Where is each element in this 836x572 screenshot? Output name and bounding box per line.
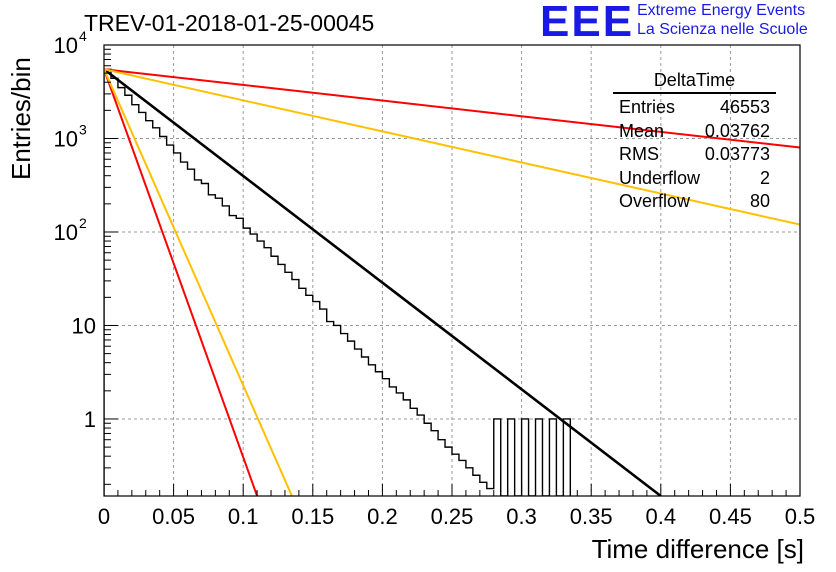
x-tick-label: 0.4 [646, 504, 677, 529]
stats-label: Entries [619, 97, 676, 117]
histogram-outline [104, 68, 572, 496]
x-axis-label: Time difference [s] [591, 534, 804, 564]
logo-line-1: Extreme Energy Events [637, 2, 806, 19]
y-tick-exponent: 3 [79, 121, 87, 137]
series-line [104, 68, 259, 496]
stats-row-mean: Mean 0.03762 [613, 120, 776, 144]
stats-title: DeltaTime [613, 70, 776, 94]
x-tick-label: 0.35 [570, 504, 613, 529]
x-tick-label: 0.5 [785, 504, 816, 529]
stats-value: 46553 [719, 97, 770, 117]
eee-logo: EEE [540, 0, 635, 46]
y-axis-label: Entries/bin [6, 57, 36, 180]
x-tick-label: 0.3 [506, 504, 537, 529]
stats-box: DeltaTime Entries 46553 Mean 0.03762 RMS… [613, 70, 776, 214]
y-tick-label: 10 [72, 313, 96, 338]
plot-title: TREV-01-2018-01-25-00045 [84, 10, 375, 36]
stats-value: 0.03773 [704, 144, 770, 164]
series-line [104, 68, 662, 496]
y-tick-label: 10 [54, 33, 78, 58]
x-tick-label: 0.05 [152, 504, 195, 529]
stats-value: 0.03762 [704, 120, 770, 141]
y-tick-exponent: 4 [79, 28, 87, 44]
stats-label: Overflow [619, 191, 691, 211]
y-tick-label: 10 [54, 220, 78, 245]
stats-row-underflow: Underflow 2 [613, 167, 776, 191]
stats-label: RMS [619, 144, 659, 164]
stats-row-rms: RMS 0.03773 [613, 143, 776, 167]
stats-row-entries: Entries 46553 [613, 96, 776, 120]
logo-line-2: La Scienza nelle Scuole [637, 21, 808, 38]
y-tick-label: 10 [54, 126, 78, 151]
x-tick-label: 0 [98, 504, 110, 529]
x-tick-label: 0.15 [291, 504, 334, 529]
x-tick-label: 0.2 [367, 504, 398, 529]
stats-label: Mean [619, 120, 665, 141]
series-line [104, 68, 293, 496]
x-tick-label: 0.45 [709, 504, 752, 529]
stats-row-overflow: Overflow 80 [613, 190, 776, 214]
stats-label: Underflow [619, 167, 701, 188]
stats-value: 80 [749, 191, 770, 211]
y-tick-exponent: 2 [79, 215, 87, 231]
x-tick-label: 0.25 [431, 504, 474, 529]
x-tick-label: 0.1 [228, 504, 259, 529]
stats-value: 2 [759, 167, 770, 188]
series-line [104, 68, 800, 226]
series-line [104, 68, 800, 149]
y-tick-label: 1 [84, 407, 96, 432]
